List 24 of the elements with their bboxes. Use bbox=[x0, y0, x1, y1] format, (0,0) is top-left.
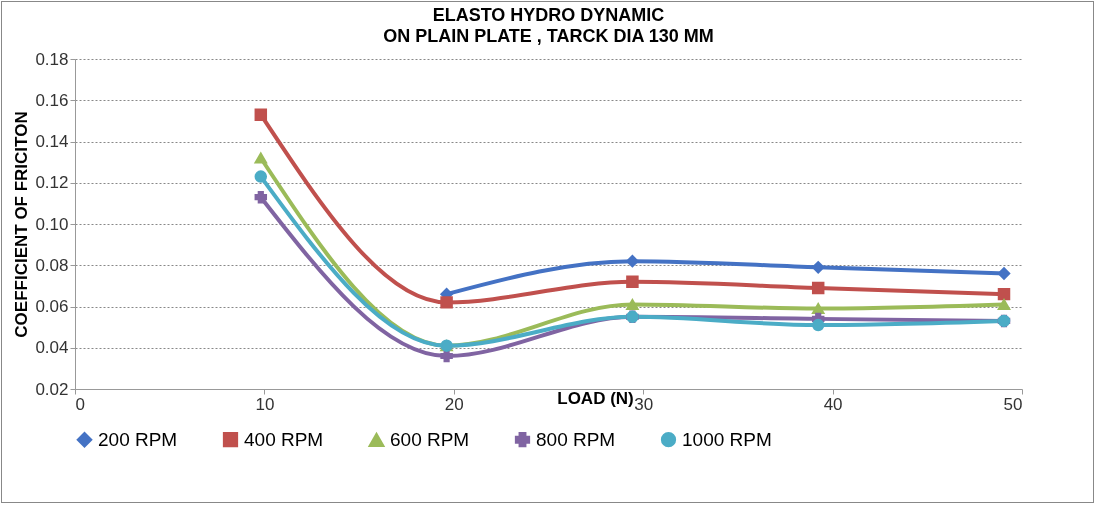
y-tick-label: 0.16 bbox=[35, 90, 69, 110]
x-tick-label: 30 bbox=[634, 394, 654, 414]
x-tick-label: 10 bbox=[255, 394, 275, 414]
legend-label: 400 RPM bbox=[244, 428, 324, 450]
chart-title: ELASTO HYDRO DYNAMIC bbox=[432, 5, 665, 25]
y-tick-label: 0.14 bbox=[35, 132, 69, 151]
y-tick-label: 0.10 bbox=[35, 214, 69, 234]
legend-label: 200 RPM bbox=[98, 428, 178, 450]
y-tick-label: 0.18 bbox=[35, 49, 69, 69]
x-tick-label: 0 bbox=[75, 394, 85, 414]
y-tick-label: 0.02 bbox=[35, 379, 69, 399]
legend-label: 1000 RPM bbox=[682, 428, 772, 450]
x-tick-label: 40 bbox=[823, 394, 843, 414]
legend-label: 800 RPM bbox=[536, 428, 616, 450]
y-tick-label: 0.08 bbox=[35, 255, 69, 275]
legend-label: 600 RPM bbox=[390, 429, 470, 451]
chart-subtitle: ON PLAIN PLATE , TARCK DIA 130 MM bbox=[383, 26, 714, 46]
x-axis-title: LOAD (N) bbox=[557, 388, 634, 408]
y-tick-label: 0.04 bbox=[35, 338, 69, 358]
y-tick-label: 0.06 bbox=[35, 297, 69, 316]
x-tick-label: 20 bbox=[444, 394, 464, 414]
y-axis-title: COEFFICIENT OF FRICITON bbox=[12, 111, 32, 338]
y-tick-label: 0.12 bbox=[35, 173, 69, 193]
x-tick-label: 50 bbox=[1003, 394, 1023, 414]
